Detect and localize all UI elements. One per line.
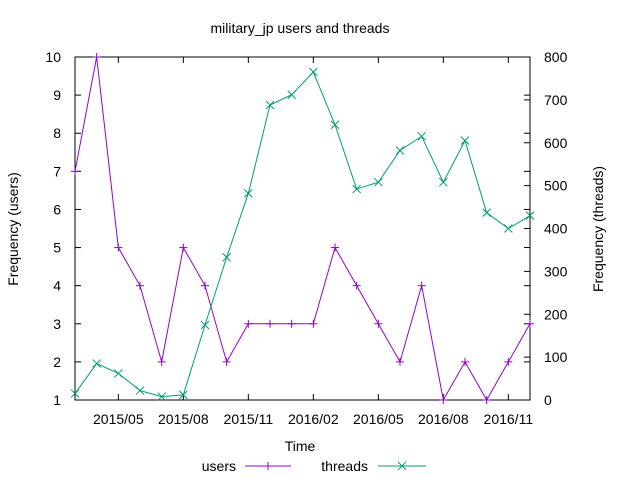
- y2-tick-label: 300: [544, 263, 568, 279]
- data-point-users: [461, 357, 469, 366]
- data-point-users: [374, 319, 383, 328]
- data-point-users: [244, 319, 253, 328]
- y-tick-label: 10: [45, 49, 61, 65]
- data-point-threads: [200, 320, 210, 330]
- data-point-users: [287, 319, 296, 328]
- data-point-users: [114, 243, 123, 252]
- chart-title: military_jp users and threads: [211, 20, 390, 36]
- data-point-users: [179, 243, 188, 252]
- data-point-users: [482, 396, 491, 404]
- y-tick-label: 7: [53, 163, 61, 179]
- data-point-threads: [265, 100, 275, 110]
- y-tick-label: 9: [53, 87, 61, 103]
- data-point-threads: [482, 208, 492, 217]
- y-tick-label: 8: [53, 125, 61, 141]
- data-point-threads: [157, 392, 167, 401]
- legend-label-users: users: [202, 458, 236, 474]
- y-axis-label: Frequency (users): [5, 172, 21, 286]
- data-point-users: [201, 281, 209, 290]
- data-point-threads: [525, 211, 535, 220]
- series-layer: [70, 53, 535, 404]
- data-point-users: [417, 281, 426, 290]
- data-point-threads: [70, 389, 80, 398]
- data-point-users: [396, 357, 404, 366]
- y2-tick-label: 0: [544, 392, 552, 408]
- data-point-threads: [417, 131, 427, 141]
- data-point-users: [309, 319, 318, 328]
- data-point-threads: [395, 146, 405, 155]
- data-point-threads: [287, 90, 297, 100]
- x-tick-label: 2015/11: [224, 411, 274, 427]
- data-point-threads: [178, 390, 188, 400]
- y-tick-label: 2: [53, 354, 61, 370]
- y2-tick-label: 200: [544, 306, 568, 322]
- data-point-users: [71, 167, 79, 176]
- y2-tick-label: 800: [544, 49, 568, 65]
- data-point-users: [439, 396, 448, 404]
- y-axis-right: 0 100 200 300 400 500 600 700 800: [524, 49, 568, 408]
- data-point-threads: [373, 177, 383, 187]
- y-tick-label: 4: [53, 278, 61, 294]
- legend: users threads: [202, 458, 426, 474]
- y-axis-left: 1 2 3 4 5 6 7 8 9 10: [45, 49, 530, 408]
- x-tick-label: 2016/05: [353, 411, 404, 427]
- data-point-users: [157, 357, 166, 366]
- x-axis: 2015/05 2015/08 2015/11 2016/02 2016/05 2016/…: [93, 57, 533, 427]
- data-point-users: [222, 357, 231, 366]
- x-axis-label: Time: [285, 438, 316, 454]
- y-tick-label: 3: [53, 316, 61, 332]
- y-tick-label: 6: [53, 201, 61, 217]
- series-line-users: [74, 56, 531, 402]
- y2-tick-label: 600: [544, 135, 568, 151]
- legend-label-threads: threads: [321, 458, 368, 474]
- data-point-threads: [352, 184, 362, 194]
- series-line-threads: [74, 71, 531, 398]
- data-point-threads: [438, 177, 448, 187]
- legend-marker-users: [264, 462, 272, 470]
- data-point-threads: [113, 369, 123, 378]
- y2-axis-label: Frequency (threads): [590, 166, 606, 292]
- x-tick-label: 2015/08: [158, 411, 209, 427]
- data-point-users: [352, 281, 361, 290]
- legend-marker-threads: [397, 461, 407, 471]
- data-point-threads: [243, 188, 253, 198]
- y2-tick-label: 100: [544, 349, 568, 365]
- data-point-threads: [308, 67, 318, 77]
- data-point-threads: [460, 136, 470, 145]
- data-point-users: [92, 53, 101, 61]
- data-point-threads: [92, 359, 102, 368]
- y2-tick-label: 500: [544, 178, 568, 194]
- y2-tick-label: 400: [544, 221, 568, 237]
- x-tick-label: 2016/08: [418, 411, 469, 427]
- y-tick-label: 1: [53, 392, 61, 408]
- data-point-threads: [503, 224, 513, 233]
- data-point-users: [266, 319, 274, 328]
- x-tick-label: 2016/02: [288, 411, 339, 427]
- data-point-users: [331, 243, 339, 252]
- data-point-users: [504, 357, 513, 366]
- plot-frame: [74, 56, 531, 401]
- data-point-threads: [222, 252, 232, 262]
- x-tick-label: 2016/11: [484, 411, 534, 427]
- y-tick-label: 5: [53, 240, 61, 256]
- data-point-users: [136, 281, 144, 290]
- data-point-threads: [330, 120, 340, 130]
- x-tick-label: 2015/05: [93, 411, 144, 427]
- data-point-threads: [135, 386, 145, 395]
- y2-tick-label: 700: [544, 92, 568, 108]
- data-point-users: [526, 319, 534, 328]
